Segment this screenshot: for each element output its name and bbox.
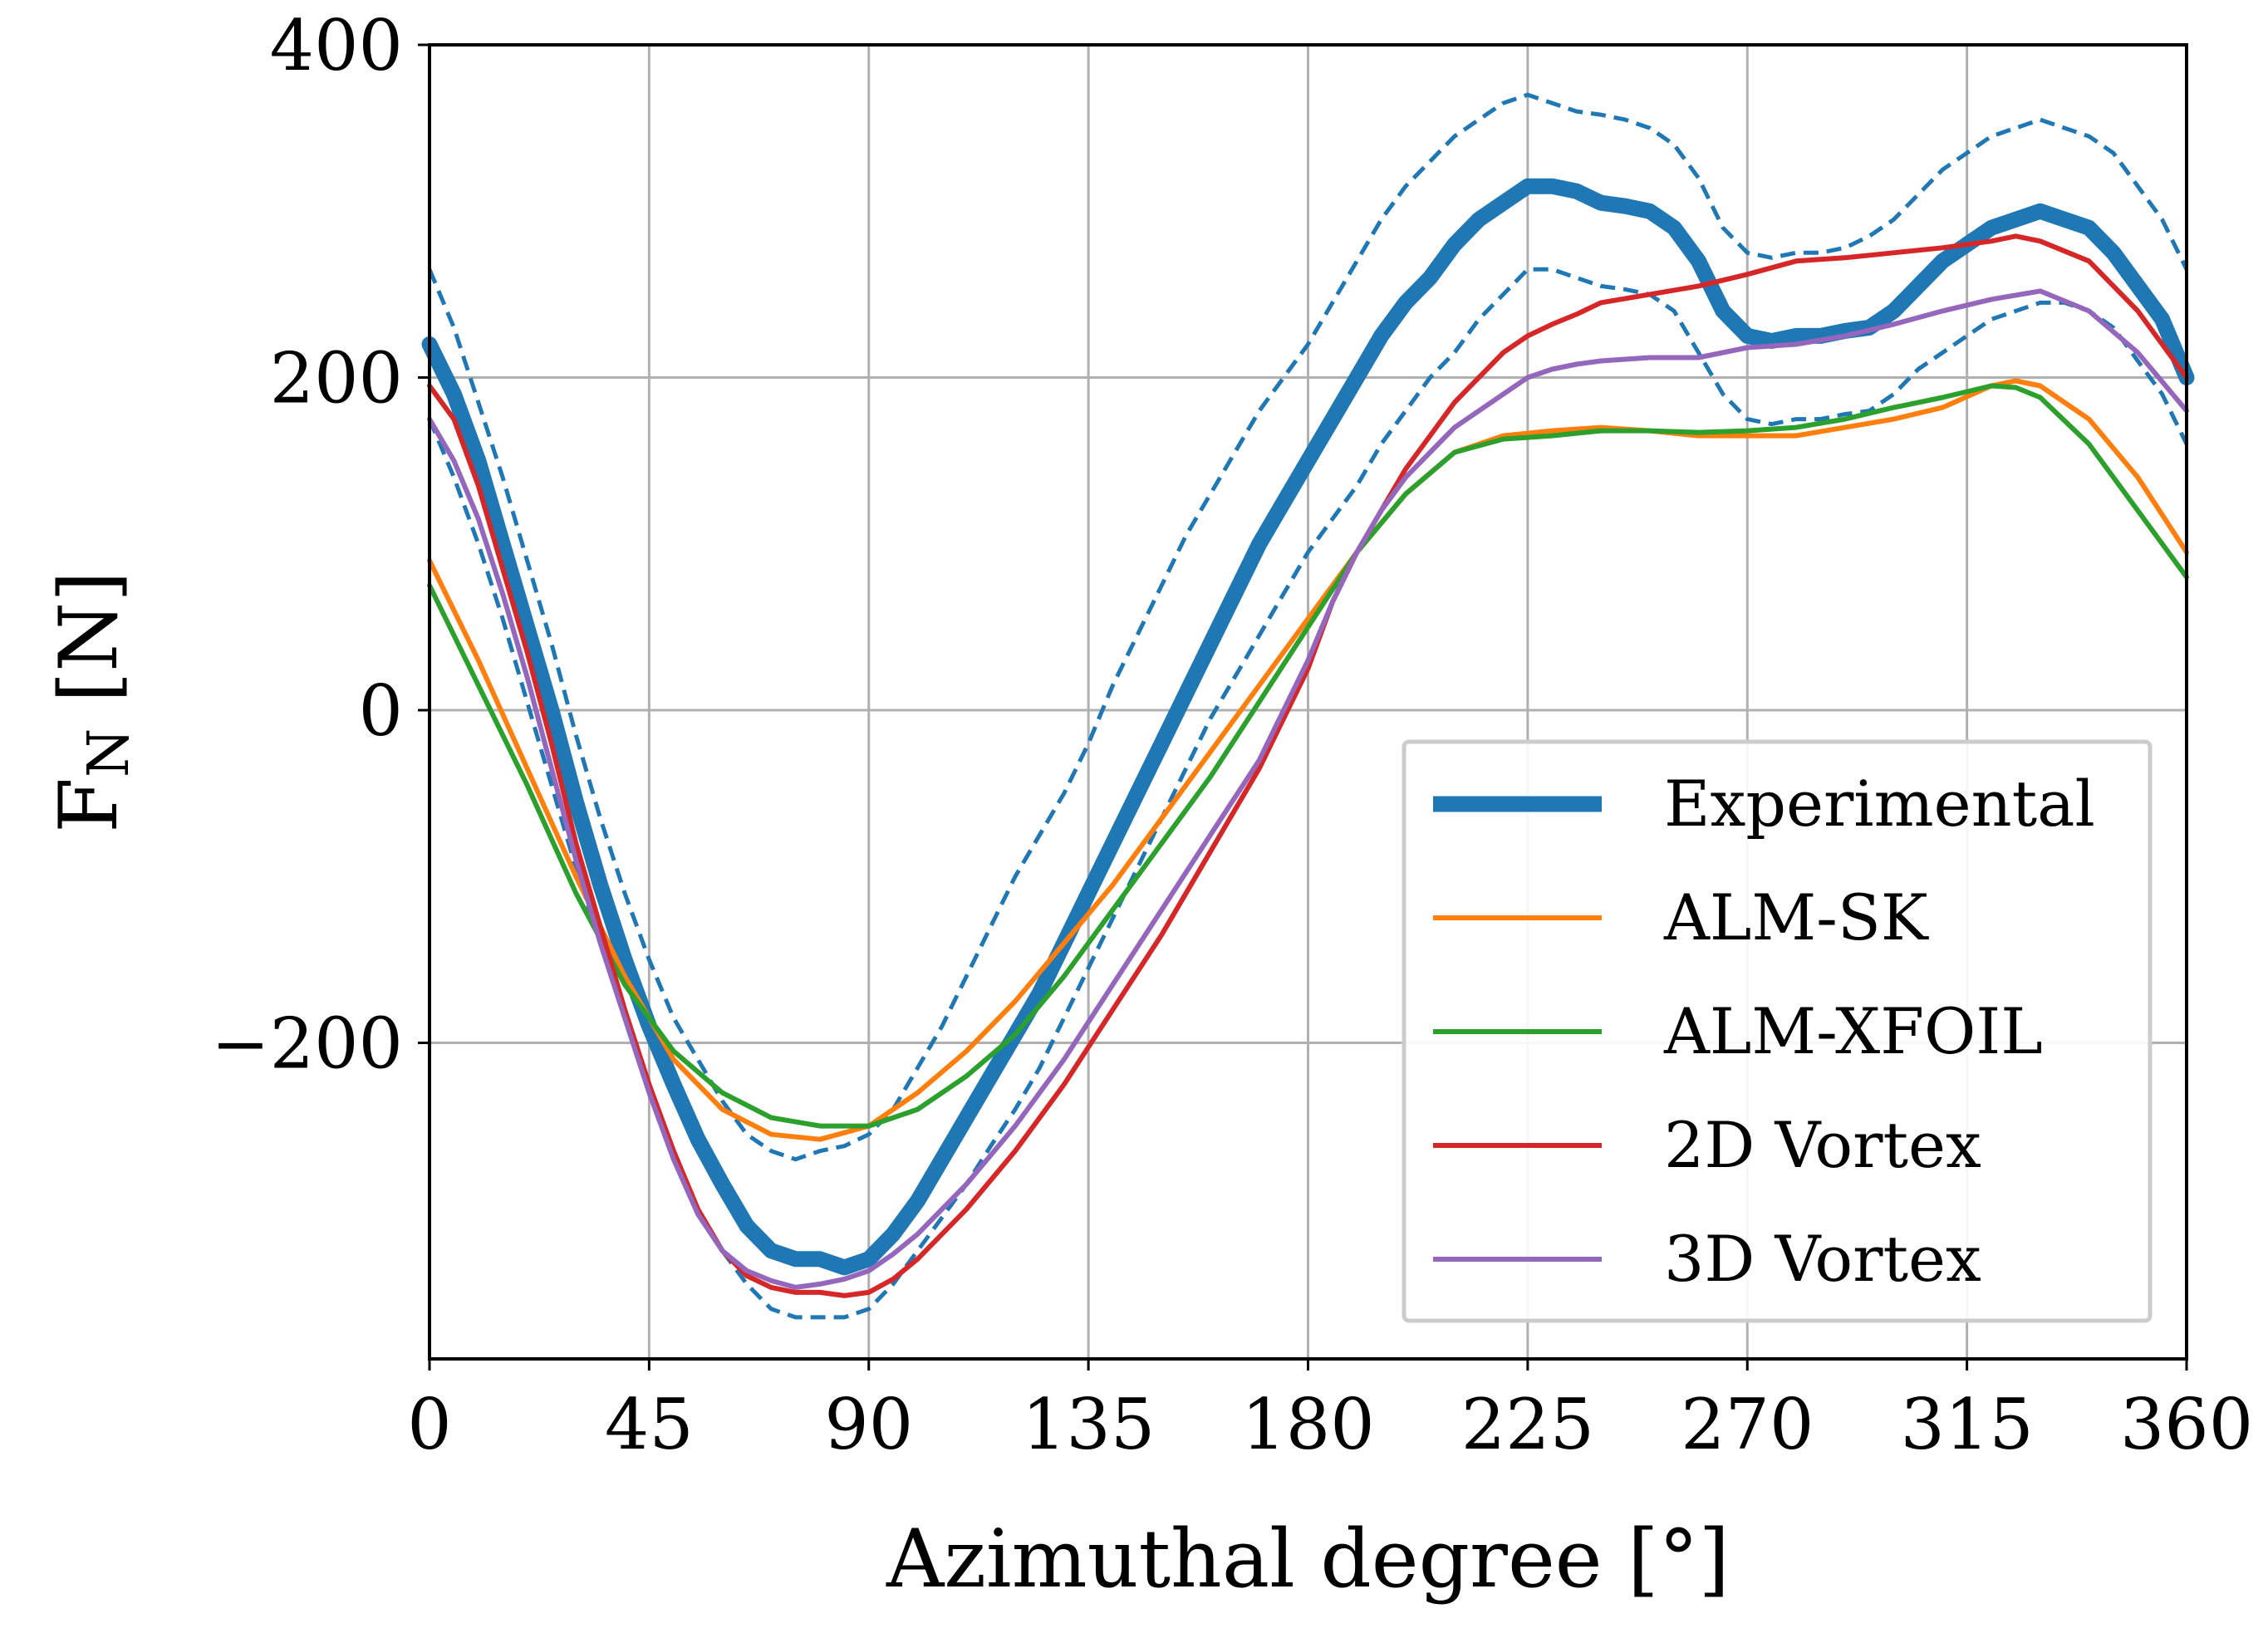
experimental-line [421, 178, 2195, 1276]
y-tick-label: 400 [270, 5, 403, 86]
y-tick-label: 0 [359, 670, 403, 752]
plot-lines [421, 92, 2195, 1320]
x-tick-label: 90 [824, 1384, 913, 1465]
y-tick-label: 200 [270, 338, 403, 419]
2d-vortex-line [427, 233, 2189, 1298]
legend: Experimental ALM-SK ALM-XFOIL 2D Vortex 3D V… [1402, 739, 2153, 1323]
x-tick-label: 135 [1022, 1384, 1155, 1465]
y-axis-label-sub: N [76, 728, 142, 778]
x-tick-label: 0 [407, 1384, 451, 1465]
y-axis-label-unit: [N] [42, 571, 135, 728]
x-tick-label: 270 [1681, 1384, 1814, 1465]
experimental-upper-bound-line [427, 92, 2189, 1162]
ticks: 0 45 90 135 180 225 270 315 360 −200 0 200 400 [211, 5, 2253, 1465]
x-axis-label: Azimuthal degree [°] [886, 1513, 1730, 1606]
legend-label-alm-sk: ALM-SK [1663, 880, 1929, 954]
legend-label-3d-vortex: 3D Vortex [1664, 1222, 1981, 1296]
3d-vortex-line [427, 288, 2189, 1290]
x-tick-label: 225 [1461, 1384, 1594, 1465]
axis-labels: Azimuthal degree [°] FN [N] [42, 571, 1730, 1606]
legend-box [1402, 739, 2153, 1323]
x-tick-label: 360 [2120, 1384, 2253, 1465]
y-axis-label-main: F [42, 777, 135, 833]
experimental-lower-bound-line [427, 267, 2189, 1320]
y-axis-label: FN [N] [42, 571, 142, 833]
y-tick-label: −200 [211, 1003, 403, 1085]
x-tick-label: 315 [1900, 1384, 2033, 1465]
x-tick-label: 180 [1241, 1384, 1374, 1465]
legend-label-experimental: Experimental [1664, 767, 2095, 841]
alm-xfoil-line [427, 383, 2189, 1129]
legend-label-2d-vortex: 2D Vortex [1664, 1108, 1981, 1182]
legend-label-alm-xfoil: ALM-XFOIL [1663, 994, 2043, 1068]
x-tick-label: 45 [605, 1384, 694, 1465]
